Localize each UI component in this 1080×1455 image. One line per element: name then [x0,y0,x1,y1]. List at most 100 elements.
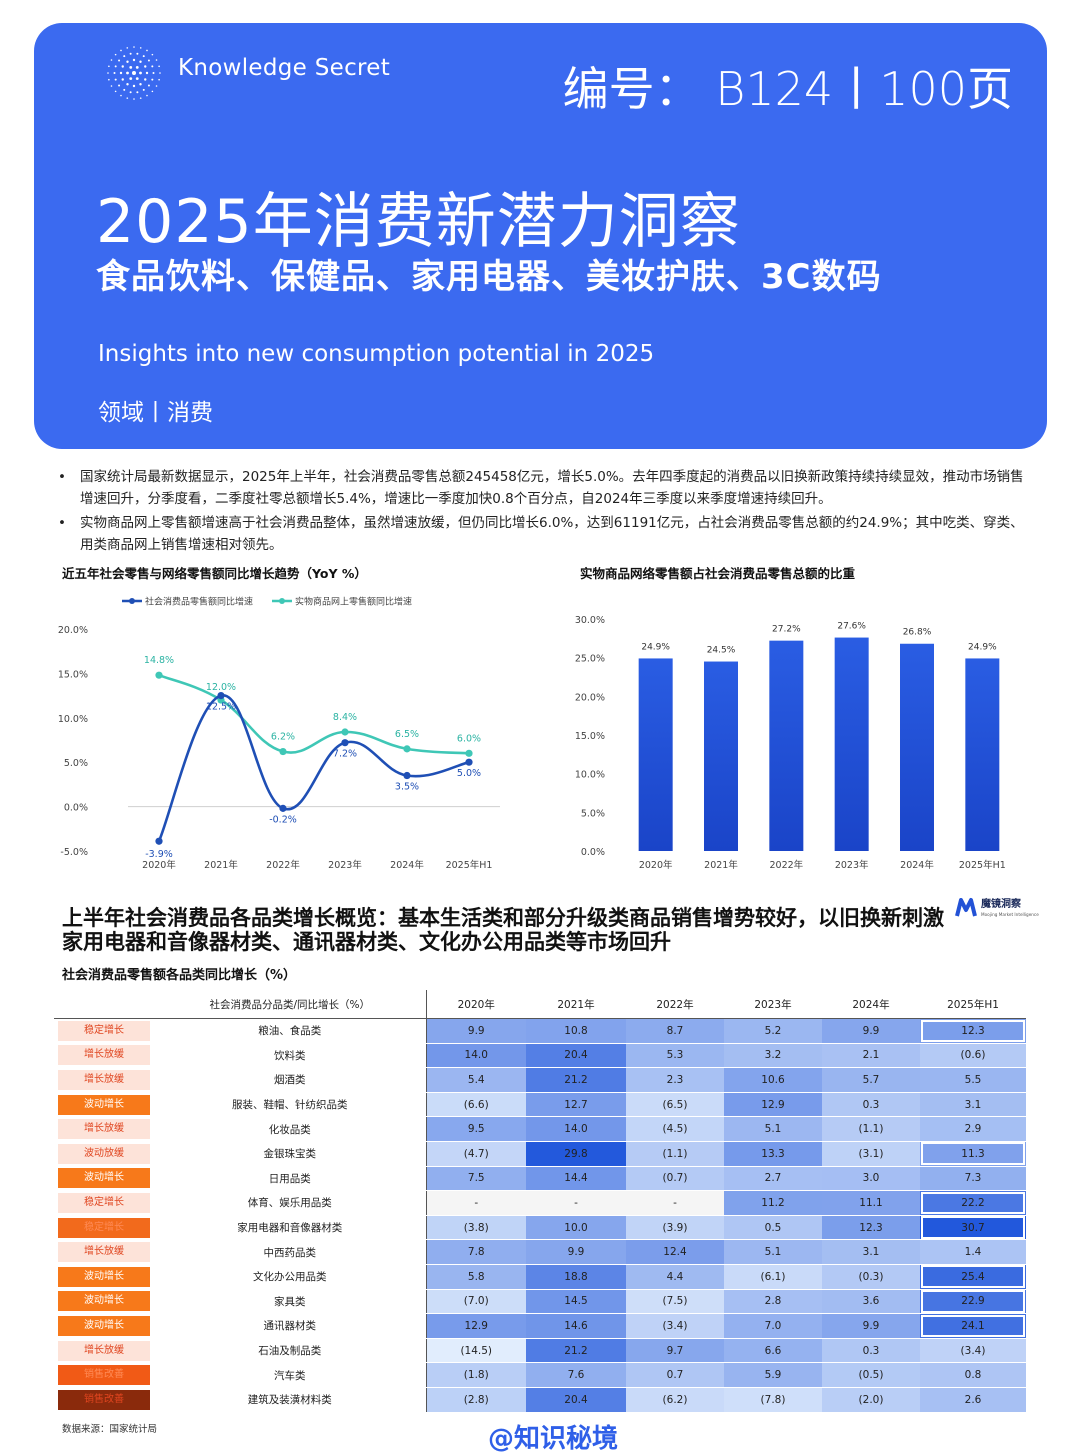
growth-value-cell: 5.7 [822,1067,920,1093]
data-label: 24.5% [707,646,736,656]
table-row: 波动增长 日用品类 7.5 14.4 (0.7) 2.7 3.0 7.3 [54,1166,1026,1192]
growth-value-cell: 18.8 [526,1264,626,1290]
growth-value-cell: 2.9 [920,1116,1026,1142]
category-name: 体育、娱乐用品类 [154,1190,426,1216]
growth-value-cell: 14.5 [526,1289,626,1315]
growth-value-cell: 0.3 [822,1338,920,1364]
data-point [465,758,473,766]
english-title: Insights into new consumption potential … [98,341,655,367]
data-point [403,771,411,780]
category-name: 日用品类 [154,1166,426,1192]
bar [704,661,738,851]
trend-tag-cell: 波动增长 [54,1264,154,1290]
report-subtitle: 食品饮料、保健品、家用电器、美妆护肤、3C数码 [96,257,882,297]
growth-value-cell: 5.8 [425,1264,526,1290]
trend-tag-cell: 增长放缓 [54,1239,154,1265]
data-label: 7.2% [333,749,357,760]
growth-value-cell: 7.3 [920,1166,1026,1192]
header-category: 社会消费品分品类/同比增长（%） [154,990,426,1019]
section-title: 上半年社会消费品各品类增长概览：基本生活类和部分升级类商品销售增势较好，以旧换新… [62,906,944,954]
data-label: 6.5% [395,729,419,740]
growth-value-cell: 2.3 [626,1067,724,1093]
data-label: 27.6% [837,622,866,632]
growth-value-cell: 11.3 [920,1141,1026,1167]
trend-tag: 波动增长 [58,1168,150,1189]
trend-tag-cell: 销售改善 [54,1387,154,1413]
data-point [217,692,225,700]
report-code: 编号： B124丨100页 [562,62,1013,116]
category-name: 石油及制品类 [154,1338,426,1364]
header-tag [54,990,154,1019]
growth-value-cell: 0.7 [626,1362,724,1388]
data-point [341,739,349,747]
y-tick-label: 10.0% [58,714,88,725]
trend-tag: 波动增长 [58,1266,150,1287]
trend-tag: 波动增长 [58,1315,150,1336]
growth-value-cell: 3.2 [724,1043,822,1069]
y-tick-label: 5.0% [581,808,605,819]
growth-value-cell: 5.3 [626,1043,724,1069]
data-label: -0.2% [269,814,297,825]
y-tick-label: 20.0% [575,692,605,703]
growth-value-cell: 8.7 [626,1018,724,1044]
trend-tag: 波动增长 [58,1291,150,1312]
legend-label: 社会消费品零售额同比增速 [145,596,253,608]
data-label: 24.9% [641,642,670,652]
trend-tag-cell: 增长放缓 [54,1043,154,1069]
legend-marker [279,598,285,604]
trend-tag: 增长放缓 [58,1242,150,1263]
y-tick-label: 15.0% [575,731,605,742]
summary-bullets: 国家统计局最新数据显示，2025年上半年，社会消费品零售总额245458亿元，增… [58,466,1033,558]
table-row: 增长放缓 饮料类 14.0 20.4 5.3 3.2 2.1 (0.6) [54,1043,1026,1069]
data-point [403,745,411,753]
data-label: 5.0% [457,768,481,779]
bar [769,640,804,851]
growth-value-cell: (2.0) [822,1387,920,1413]
trend-tag: 稳定增长 [58,1020,150,1041]
data-label: 24.9% [968,642,997,652]
category-name: 建筑及装潢材料类 [154,1387,426,1413]
category-name: 化妆品类 [154,1116,426,1142]
trend-tag-cell: 波动增长 [54,1166,154,1192]
header-year: 2020年 [425,990,526,1019]
growth-value-cell: (6.1) [724,1264,822,1290]
header-year: 2022年 [626,990,724,1019]
growth-value-cell: 5.1 [724,1116,822,1142]
line-chart: -5.0% 0.0% 5.0% 10.0% 15.0% 20.0% 2020年 2021年 20… [58,596,500,871]
data-label: 3.5% [395,782,419,793]
table-row: 增长放缓 石油及制品类 (14.5) 21.2 9.7 6.6 0.3 (3.4) [54,1338,1026,1364]
growth-value-cell: 9.9 [526,1239,626,1265]
growth-value-cell: 21.2 [526,1338,626,1364]
trend-tag: 销售改善 [58,1389,150,1410]
x-tick-label: 2025年H1 [446,859,493,871]
trend-tag-cell: 增长放缓 [54,1338,154,1364]
growth-value-cell: 5.9 [724,1362,822,1388]
data-label: 26.8% [903,628,932,638]
trend-tag: 销售改善 [58,1365,150,1386]
growth-value-cell: 6.6 [724,1338,822,1364]
growth-value-cell: 12.9 [425,1313,526,1339]
header-year: 2021年 [526,990,626,1019]
table-row: 波动放缓 金银珠宝类 (4.7) 29.8 (1.1) 13.3 (3.1) 11.3 [54,1141,1026,1167]
category-name: 家具类 [154,1289,426,1315]
growth-value-cell: 2.8 [724,1289,822,1315]
data-point [341,728,349,736]
growth-value-cell: (6.2) [626,1387,724,1413]
header-banner: Knowledge Secret 编号： B124丨100页 2025年消费新潜… [34,23,1047,449]
growth-value-cell: 10.6 [724,1067,822,1093]
growth-value-cell: 2.1 [822,1043,920,1069]
growth-value-cell: (3.8) [425,1215,526,1241]
x-tick-label: 2025年H1 [959,859,1006,871]
growth-value-cell: 22.2 [920,1190,1026,1216]
growth-value-cell: 0.5 [724,1215,822,1241]
growth-value-cell: 3.6 [822,1289,920,1315]
table-row: 销售改善 汽车类 (1.8) 7.6 0.7 5.9 (0.5) 0.8 [54,1362,1026,1388]
growth-value-cell: 1.4 [920,1239,1026,1265]
brand-name: Knowledge Secret [178,55,391,81]
x-tick-label: 2021年 [704,859,738,871]
table-row: 稳定增长 体育、娱乐用品类 - - -11.2 11.1 22.2 [54,1190,1026,1216]
y-tick-label: 15.0% [58,669,88,680]
growth-value-cell: (7.5) [626,1289,724,1315]
table-row: 稳定增长 粮油、食品类 9.9 10.8 8.7 5.2 9.9 12.3 [54,1018,1026,1044]
growth-value-cell: 12.4 [626,1239,724,1265]
